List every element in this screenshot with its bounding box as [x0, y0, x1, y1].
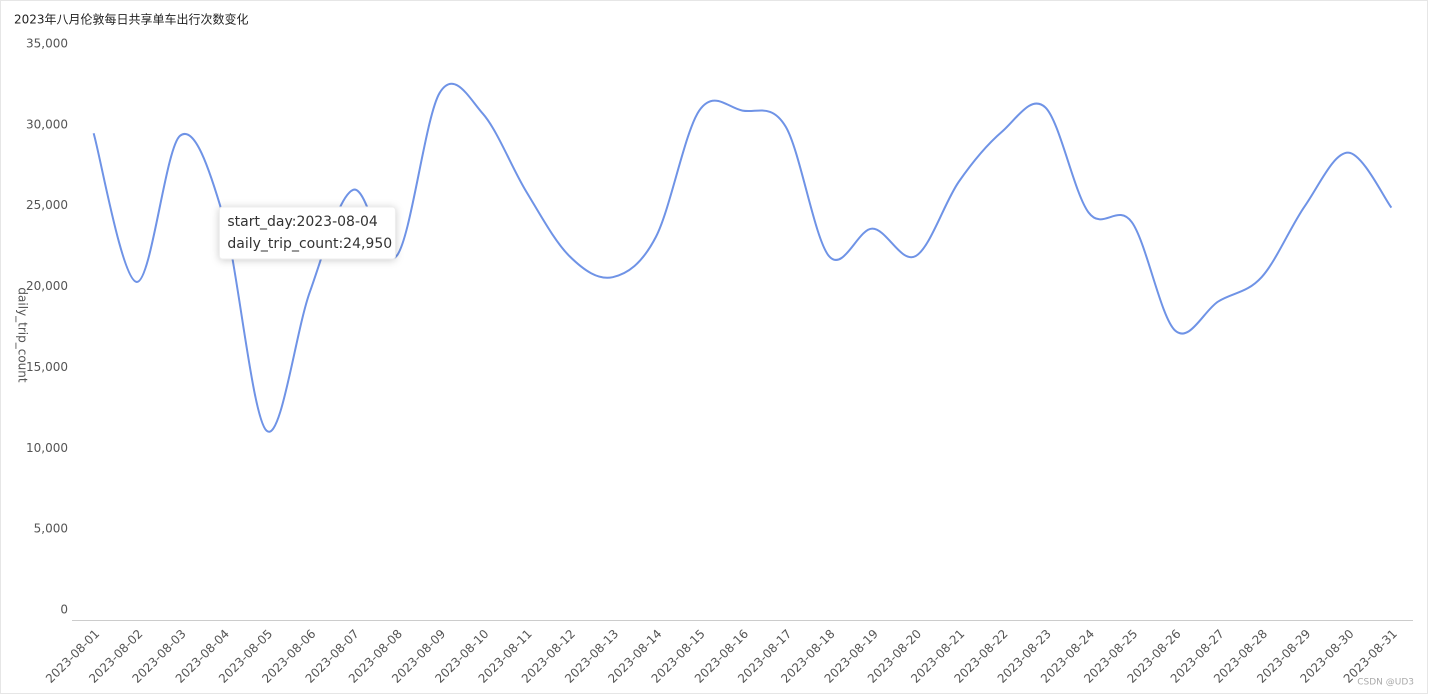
- y-tick-label: 30,000: [26, 117, 68, 131]
- y-tick-label: 5,000: [34, 522, 68, 536]
- tooltip-text: start_day:2023-08-04: [227, 214, 378, 230]
- tooltip-text: daily_trip_count:24,950: [227, 236, 392, 252]
- y-tick-label: 0: [60, 603, 68, 617]
- tooltip-box: [218, 206, 396, 260]
- tooltip: start_day:2023-08-04 daily_trip_count:24,…: [218, 206, 396, 260]
- y-axis-label: daily_trip_count: [16, 287, 30, 382]
- y-tick-label: 25,000: [26, 198, 68, 212]
- y-tick-label: 10,000: [26, 441, 68, 455]
- watermark: CSDN @UD3: [1357, 678, 1414, 688]
- line: [92, 82, 1393, 433]
- y-tick-label: 35,000: [26, 37, 68, 51]
- y-tick-label: 15,000: [26, 360, 68, 374]
- chart-title: 2023年八月伦敦每日共享单车出行次数变化: [14, 12, 249, 27]
- y-tick-label: 20,000: [26, 279, 68, 293]
